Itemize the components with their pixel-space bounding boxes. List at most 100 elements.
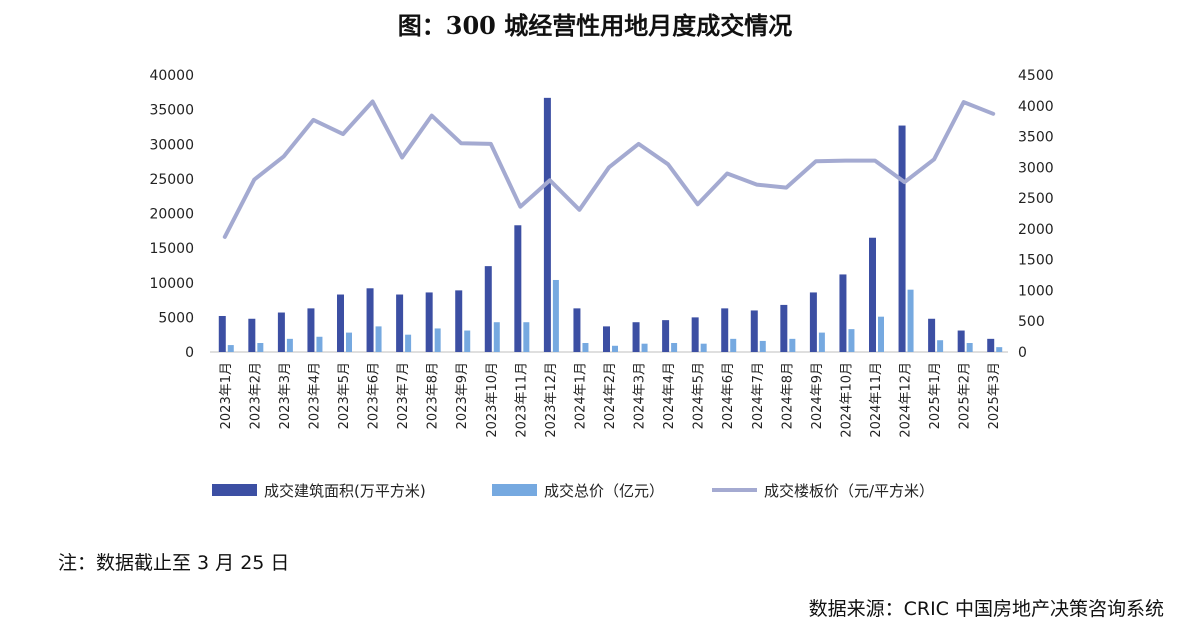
x-tick-label: 2024年12月: [899, 362, 914, 438]
right-tick-label: 2500: [1018, 191, 1054, 207]
price-total-bar: [493, 322, 500, 352]
price-total-bar: [937, 340, 944, 352]
area-bar: [573, 308, 581, 352]
area-bar: [750, 310, 758, 352]
price-total-bar: [671, 342, 678, 352]
data-source: 数据来源：CRIC 中国房地产决策咨询系统: [808, 598, 1164, 620]
x-tick-label: 2024年6月: [721, 362, 736, 429]
right-tick-label: 1500: [1018, 253, 1054, 269]
right-axis: 0 500 1000 1500 2000 2500 3000 3500 4000 4500: [1018, 68, 1054, 361]
x-tick-label: 2023年7月: [396, 362, 411, 429]
area-bar: [425, 292, 433, 352]
left-tick-label: 0: [185, 345, 194, 361]
area-bar: [662, 320, 670, 352]
area-bar: [218, 315, 226, 352]
price-total-bar: [789, 338, 796, 352]
price-total-bar: [346, 332, 352, 352]
x-tick-label: 2025年3月: [987, 362, 1002, 429]
area-bar: [396, 294, 404, 352]
price-total-bar: [612, 345, 618, 352]
chart-title: 图：300 城经营性用地月度成交情况: [397, 11, 793, 40]
area-bar: [809, 292, 817, 352]
legend-floor-price-label: 成交楼板价（元/平方米）: [764, 482, 934, 500]
left-tick-label: 10000: [149, 276, 194, 292]
x-tick-label: 2023年6月: [367, 362, 382, 429]
legend-total-price: 成交总价（亿元）: [492, 482, 664, 500]
left-tick-label: 40000: [149, 68, 194, 84]
x-tick-label: 2025年1月: [928, 362, 943, 429]
legend-area-label: 成交建筑面积(万平方米): [264, 482, 426, 500]
area-bar: [957, 330, 965, 352]
left-tick-label: 25000: [149, 172, 194, 188]
x-tick-label: 2025年2月: [958, 362, 973, 429]
x-tick-label: 2024年4月: [662, 362, 677, 429]
right-tick-label: 4500: [1018, 68, 1054, 84]
footnote: 注：数据截止至 3 月 25 日: [58, 552, 290, 574]
right-tick-label: 3000: [1018, 160, 1054, 176]
left-tick-label: 15000: [149, 241, 194, 257]
price-total-bar: [818, 332, 825, 352]
price-total-bar: [552, 279, 559, 352]
price-total-bar: [878, 316, 884, 352]
legend-total-price-swatch: [492, 484, 537, 496]
x-axis-labels: 2023年1月 2023年2月 2023年3月 2023年4月 2023年5月 2023年…: [219, 362, 1002, 438]
price-total-bar: [434, 328, 441, 352]
legend-total-price-label: 成交总价（亿元）: [544, 482, 664, 500]
area-bar: [839, 274, 847, 352]
area-bar: [455, 290, 463, 352]
price-total-bar: [582, 342, 589, 352]
x-tick-label: 2024年7月: [751, 362, 766, 429]
x-tick-label: 2024年8月: [780, 362, 795, 429]
price-line: [222, 99, 996, 239]
area-bar: [632, 322, 640, 352]
floor-price-series-line: [222, 99, 996, 239]
left-tick-label: 35000: [149, 103, 194, 119]
area-bar: [543, 97, 551, 352]
price-total-bar: [523, 322, 530, 352]
area-bar: [987, 338, 995, 352]
x-tick-label: 2023年5月: [337, 362, 352, 429]
x-tick-label: 2023年9月: [455, 362, 470, 429]
price-total-bar: [848, 329, 855, 352]
right-tick-label: 1000: [1018, 283, 1054, 299]
area-bar: [780, 304, 788, 352]
area-bar: [307, 308, 315, 352]
price-total-bar: [316, 336, 323, 352]
price-total-bar: [464, 330, 471, 352]
area-bar: [277, 312, 285, 352]
x-tick-label: 2023年3月: [278, 362, 293, 429]
x-tick-label: 2023年12月: [544, 362, 559, 438]
price-total-bar: [730, 338, 737, 352]
left-tick-label: 5000: [158, 310, 194, 326]
area-bar: [484, 266, 492, 352]
x-tick-label: 2023年11月: [514, 362, 529, 438]
area-bar: [928, 318, 936, 352]
left-axis: 0 5000 10000 15000 20000 25000 30000 35000 40000: [149, 68, 194, 361]
price-total-bar: [257, 342, 264, 352]
x-tick-label: 2024年11月: [869, 362, 884, 438]
left-tick-label: 30000: [149, 137, 194, 153]
x-tick-label: 2023年10月: [485, 362, 500, 438]
x-tick-label: 2024年10月: [839, 362, 854, 438]
price-total-bar: [375, 326, 382, 352]
x-tick-label: 2024年1月: [573, 362, 588, 429]
price-total-bar: [966, 342, 973, 352]
right-tick-label: 4000: [1018, 99, 1054, 115]
x-tick-label: 2023年4月: [307, 362, 322, 429]
area-bar: [691, 317, 699, 352]
x-tick-label: 2023年1月: [219, 362, 234, 429]
area-bar: [898, 125, 906, 353]
area-bar: [514, 225, 522, 352]
right-tick-label: 500: [1018, 314, 1045, 330]
legend-area: 成交建筑面积(万平方米): [212, 482, 426, 500]
price-total-bar: [286, 338, 293, 352]
area-bar: [366, 288, 374, 352]
right-tick-label: 0: [1018, 345, 1027, 361]
x-tick-label: 2024年3月: [633, 362, 648, 429]
price-total-bar: [405, 334, 412, 352]
x-tick-label: 2023年8月: [426, 362, 441, 429]
price-total-bar: [700, 343, 707, 352]
area-bar: [721, 308, 729, 352]
price-total-bar: [907, 289, 914, 352]
